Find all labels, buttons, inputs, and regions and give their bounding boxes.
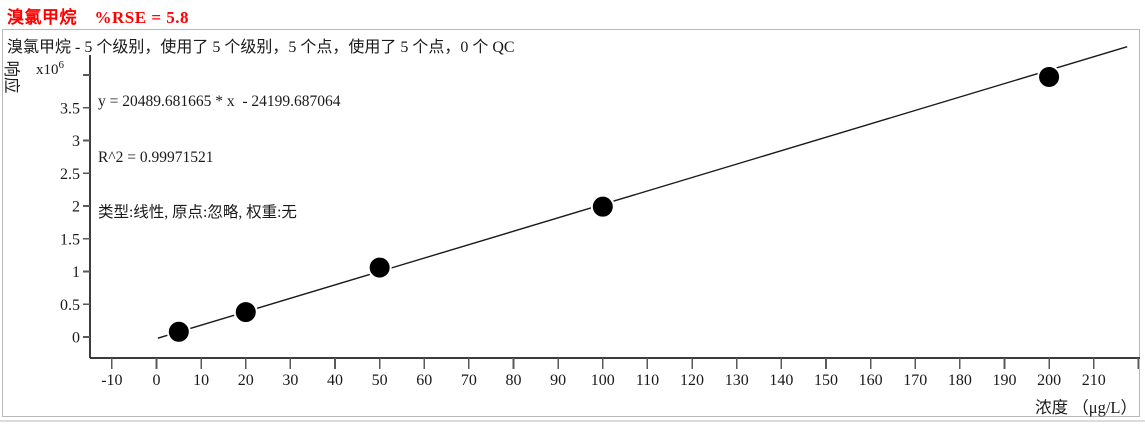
y-tick-label: 0.5: [60, 297, 80, 314]
x-tick-label: 80: [506, 372, 522, 389]
x-tick-label: 20: [238, 372, 254, 389]
y-tick-label: 1: [72, 264, 80, 281]
y-tick-label: 2: [72, 199, 80, 216]
y-tick-label: 3: [72, 133, 80, 150]
x-tick-label: 10: [193, 372, 209, 389]
y-axis-multiplier: x106: [36, 59, 64, 78]
x-tick-label: 70: [461, 372, 477, 389]
x-tick-label: 100: [591, 372, 615, 389]
x-tick-label: 50: [372, 372, 388, 389]
calibration-summary: 溴氯甲烷 - 5 个级别，使用了 5 个级别，5 个点，使用了 5 个点，0 个…: [7, 39, 515, 56]
x-tick-label: 190: [992, 372, 1016, 389]
x-tick-label: 210: [1082, 372, 1106, 389]
x-tick-label: 150: [814, 372, 838, 389]
plot-frame: [2, 29, 1140, 417]
y-tick-label: 1.5: [60, 231, 80, 248]
x-tick-label: -10: [101, 372, 122, 389]
fit-r-squared: R^2 = 0.99971521: [98, 148, 214, 166]
x-tick-label: 140: [769, 372, 793, 389]
calibration-point[interactable]: [367, 255, 392, 280]
x-tick-label: 110: [636, 372, 659, 389]
fit-settings: 类型:线性, 原点:忽略, 权重:无: [98, 204, 297, 221]
x-tick-label: 0: [153, 372, 161, 389]
y-tick-label: 2.5: [60, 166, 80, 183]
x-tick-label: 120: [680, 372, 704, 389]
x-tick-label: 160: [859, 372, 883, 389]
x-tick-label: 60: [416, 372, 432, 389]
y-tick-label: 0: [72, 330, 80, 347]
calibration-point[interactable]: [1037, 64, 1062, 89]
y-tick-label: 3.5: [60, 100, 80, 117]
fit-equation: y = 20489.681665 * x - 24199.687064: [98, 93, 341, 110]
x-tick-label: 200: [1037, 372, 1061, 389]
x-axis-title: 浓度 （μg/L）: [1035, 398, 1137, 417]
panel-bottom-divider: [0, 420, 1145, 422]
x-tick-label: 170: [903, 372, 927, 389]
calibration-point[interactable]: [233, 300, 258, 325]
x-tick-label: 30: [282, 372, 298, 389]
y-axis-title: 响应: [2, 60, 21, 94]
x-tick-label: 180: [948, 372, 972, 389]
x-tick-label: 40: [327, 372, 343, 389]
calibration-point[interactable]: [590, 194, 615, 219]
calibration-point[interactable]: [166, 319, 191, 344]
x-tick-label: 130: [725, 372, 749, 389]
compound-title: 溴氯甲烷 %RSE = 5.8: [7, 8, 190, 27]
x-tick-label: 90: [550, 372, 566, 389]
fit-equation-block: y = 20489.681665 * x - 24199.687064 R^2 …: [98, 56, 341, 260]
regression-line: [157, 46, 1128, 339]
